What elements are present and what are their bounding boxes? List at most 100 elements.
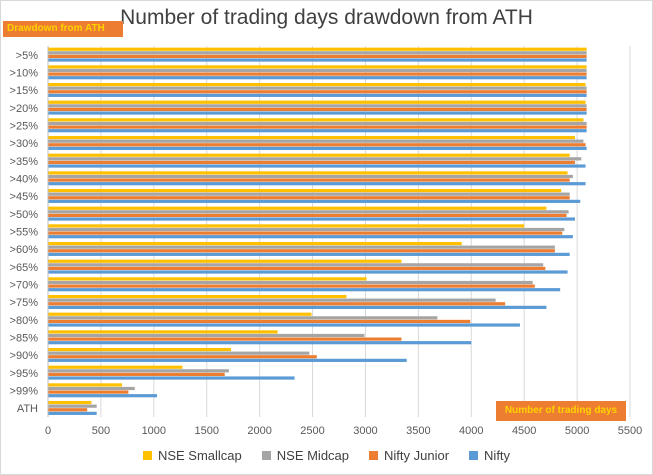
bar-nifty-junior [48, 90, 587, 94]
y-category-label: >60% [10, 244, 39, 256]
bar-nifty [48, 111, 587, 115]
bar-nse-midcap [48, 333, 365, 338]
bar-nse-smallcap [48, 118, 584, 122]
y-category-label: >99% [10, 386, 39, 398]
bar-nse-midcap [48, 51, 587, 55]
bar-nse-midcap [48, 245, 555, 249]
bar-nifty-junior [48, 196, 570, 200]
bar-nifty-junior [48, 231, 563, 235]
bar-nifty [48, 270, 568, 274]
y-category-label: >25% [10, 121, 39, 133]
x-tick-label: 4000 [459, 425, 483, 437]
bar-nifty [48, 341, 472, 345]
bar-nifty [48, 376, 295, 380]
y-category-label: >15% [10, 85, 39, 97]
bar-chart-plot: 0 500 1000 1500 2000 2500 3000 3500 4000 4500 5000… [10, 46, 642, 437]
x-tick-label: 2500 [300, 425, 324, 437]
y-category-label: >75% [10, 297, 39, 309]
bar-nse-midcap [48, 280, 533, 285]
bar-nifty [48, 235, 573, 239]
bar-nse-midcap [48, 174, 573, 179]
bar-nifty-junior [48, 319, 471, 324]
y-category-label: >45% [10, 191, 39, 203]
x-tick-label: 3000 [353, 425, 377, 437]
bar-nse-smallcap [48, 135, 575, 140]
bar-nifty-junior [48, 408, 88, 412]
bar-nifty [48, 252, 570, 256]
bar-nse-midcap [48, 316, 438, 320]
legend-label: NSE Smallcap [157, 448, 242, 463]
x-axis-label: Number of trading days [496, 401, 626, 421]
legend-item: Nifty Junior [369, 448, 449, 463]
bar-nifty [48, 76, 587, 80]
bar-nse-smallcap [48, 241, 462, 246]
bar-nifty-junior [48, 284, 535, 288]
bar-nifty [48, 58, 587, 62]
legend-swatch [142, 451, 152, 460]
bar-nse-smallcap [48, 171, 568, 175]
legend-label: Nifty [484, 448, 511, 463]
bar-nse-midcap [48, 369, 229, 373]
bar-nifty [48, 164, 586, 168]
bar-nse-smallcap [48, 153, 570, 157]
bar-nifty-junior [48, 107, 587, 112]
y-category-label: >70% [10, 280, 39, 292]
bar-nse-midcap [48, 227, 565, 232]
bar-nse-smallcap [48, 259, 402, 263]
bar-nifty-junior [48, 337, 402, 341]
y-category-label: >20% [10, 103, 39, 115]
bar-nse-midcap [48, 139, 584, 143]
y-category-label: >50% [10, 209, 39, 221]
bar-nifty-junior [48, 54, 587, 59]
bar-nifty-junior [48, 160, 575, 165]
bar-nifty [48, 288, 561, 292]
legend-label: Nifty Junior [384, 448, 450, 463]
bar-nse-midcap [48, 157, 582, 161]
bar-nse-smallcap [48, 400, 92, 405]
bar-nifty [48, 358, 407, 362]
bar-nse-midcap [48, 404, 97, 408]
bar-nse-smallcap [48, 224, 525, 228]
bar-nse-smallcap [48, 277, 367, 281]
bar-nifty-junior [48, 178, 570, 182]
y-category-label: ATH [17, 403, 38, 415]
legend-item: Nifty [469, 448, 510, 463]
bar-nse-smallcap [48, 47, 587, 51]
legend-swatch [261, 451, 271, 460]
bar-nifty [48, 323, 520, 327]
bar-nifty [48, 411, 97, 415]
bar-nifty [48, 93, 587, 97]
bar-nse-midcap [48, 351, 310, 355]
bar-nifty [48, 394, 157, 398]
bar-nifty-junior [48, 266, 546, 271]
bar-nifty-junior [48, 143, 586, 147]
chart-legend: NSE Smallcap NSE Midcap Nifty Junior Nifty [0, 448, 653, 463]
bar-nse-midcap [48, 386, 135, 391]
bar-nifty-junior [48, 390, 129, 394]
x-tick-label: 4500 [512, 425, 536, 437]
legend-swatch [469, 451, 479, 460]
legend-label: NSE Midcap [276, 448, 350, 463]
bar-nifty [48, 129, 587, 133]
bar-nse-midcap [48, 210, 569, 214]
bar-nse-midcap [48, 263, 544, 267]
y-category-label: >30% [10, 138, 39, 150]
x-tick-label: 5000 [565, 425, 589, 437]
bar-nifty [48, 217, 575, 221]
bar-nifty [48, 182, 586, 186]
bar-nifty-junior [48, 213, 567, 218]
bar-nse-smallcap [48, 65, 587, 69]
bar-nifty-junior [48, 372, 225, 377]
bar-nse-midcap [48, 192, 570, 196]
bar-nse-smallcap [48, 383, 123, 387]
bar-nifty-junior [48, 249, 555, 253]
y-category-label: >80% [10, 315, 39, 327]
x-tick-label: 500 [92, 425, 110, 437]
x-tick-label: 2000 [247, 425, 271, 437]
x-tick-label: 5500 [618, 425, 642, 437]
x-tick-label: 1000 [142, 425, 166, 437]
bar-nse-smallcap [48, 188, 562, 193]
bar-nse-smallcap [48, 206, 547, 210]
bar-nse-midcap [48, 121, 587, 126]
bar-nse-smallcap [48, 100, 586, 104]
